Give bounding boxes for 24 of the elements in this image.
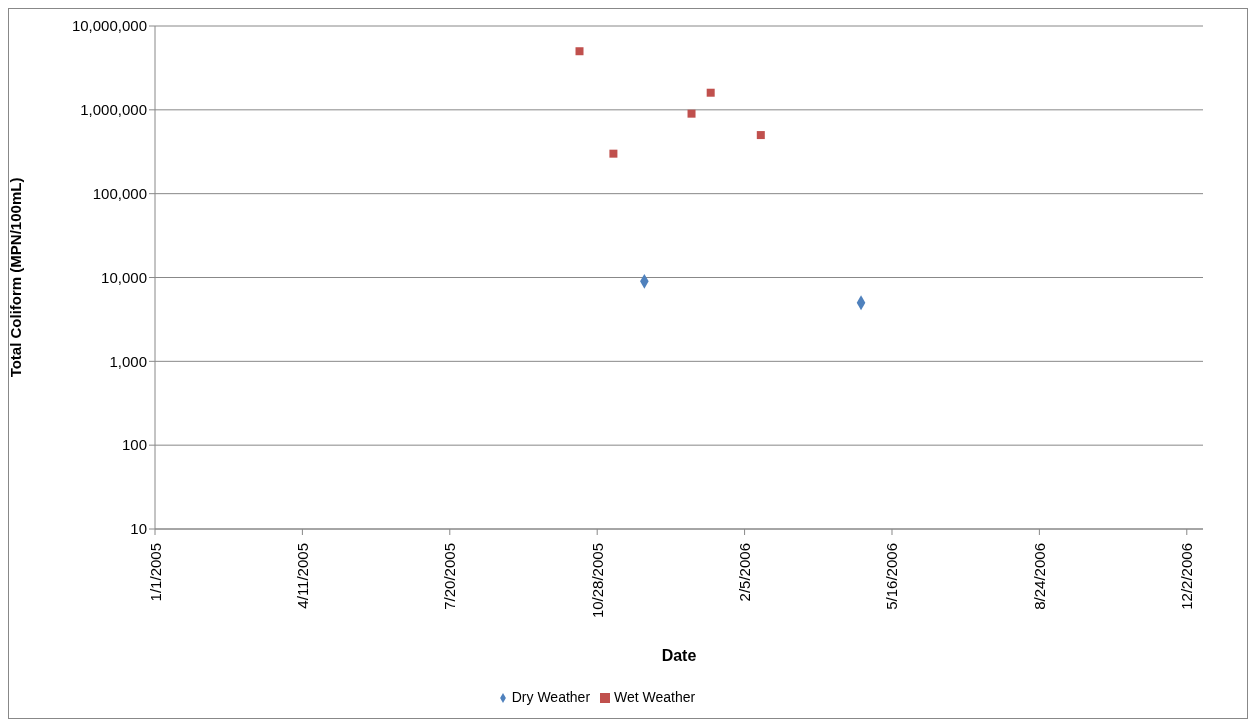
y-tick-label: 1,000,000 [80, 101, 147, 119]
y-tick-label: 10,000 [101, 268, 147, 286]
x-tick-label: 12/2/2006 [1178, 543, 1196, 610]
x-tick-label: 2/5/2006 [736, 543, 754, 602]
x-tick-label: 8/24/2006 [1030, 543, 1048, 610]
x-tick-label: 4/11/2005 [293, 543, 311, 609]
legend-label: Dry Weather [511, 689, 591, 705]
y-tick-label: 10 [130, 520, 147, 538]
y-tick-label: 100,000 [92, 184, 147, 202]
x-tick-label: 7/20/2005 [441, 543, 459, 610]
point [687, 109, 696, 118]
x-tick-label: 5/16/2006 [883, 543, 901, 610]
point [756, 131, 765, 140]
x-axis-title: Date [661, 647, 697, 664]
x-tick-label: 1/1/2005 [146, 543, 164, 602]
y-tick-label: 100 [121, 436, 147, 454]
point [706, 88, 715, 97]
point [609, 149, 618, 158]
x-tick-label: 10/28/2005 [588, 543, 606, 619]
y-tick-label: 10,000,000 [71, 17, 147, 35]
legend-label: Wet Weather [614, 689, 696, 705]
point [575, 47, 584, 56]
y-tick-label: 1,000 [109, 352, 147, 370]
y-axis-title: Total Coliform (MPN/100mL) [7, 177, 25, 378]
